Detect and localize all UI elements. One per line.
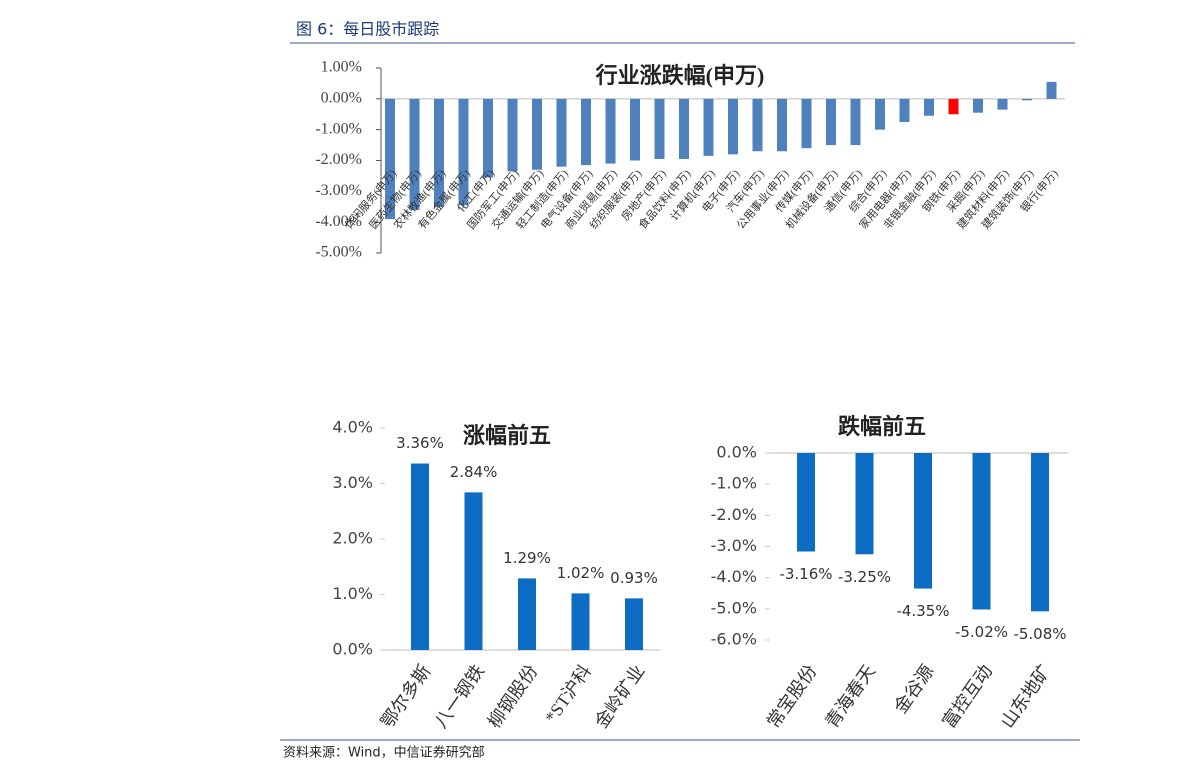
x-tick-label: 金谷源 — [890, 661, 937, 717]
bar — [777, 98, 787, 152]
chart-title: 涨幅前五 — [463, 423, 551, 449]
y-tick-label: -6.0% — [711, 630, 757, 649]
bar — [972, 453, 991, 610]
bar — [571, 593, 590, 650]
bar — [1046, 81, 1057, 99]
value-label: 3.36% — [396, 434, 444, 452]
x-tick-label: 鄂尔多斯 — [377, 661, 435, 731]
y-tick-label: -3.0% — [711, 536, 757, 555]
x-tick-label: 常宝股份 — [763, 661, 821, 731]
y-tick-label: 0.0% — [716, 443, 757, 462]
bar — [752, 98, 763, 152]
bar — [679, 98, 689, 159]
y-tick-label: 3.0% — [332, 473, 373, 492]
bar — [801, 98, 812, 149]
y-tick-label: -5.00% — [315, 244, 362, 261]
value-label: -3.25% — [838, 568, 891, 586]
x-tick-label: 金岭矿业 — [591, 661, 649, 731]
bar — [826, 98, 836, 146]
bar — [703, 98, 714, 156]
bar — [518, 578, 536, 650]
y-tick-label: 0.0% — [332, 640, 373, 659]
bar — [464, 492, 483, 650]
bar — [899, 98, 910, 122]
bar — [948, 98, 959, 115]
bar — [630, 98, 640, 161]
bar — [914, 453, 932, 589]
bar — [625, 598, 643, 650]
value-label: 0.93% — [610, 569, 658, 587]
y-tick-label: -5.0% — [711, 598, 757, 617]
source-note: 资料来源：Wind，中信证券研究部 — [283, 745, 485, 761]
bar — [556, 98, 567, 167]
x-tick-label: 青海春天 — [821, 661, 879, 731]
bar — [855, 453, 874, 555]
y-tick-label: 4.0% — [332, 418, 373, 437]
bar — [728, 98, 738, 155]
y-tick-label: -4.00% — [315, 213, 362, 230]
bar — [1031, 453, 1049, 612]
chart-title: 跌幅前五 — [838, 414, 926, 440]
x-tick-label: 山东地矿 — [997, 661, 1055, 731]
bar — [850, 98, 861, 146]
value-label: 1.29% — [503, 549, 551, 567]
bar — [797, 453, 815, 552]
y-tick-label: -2.00% — [315, 151, 362, 168]
value-label: 1.02% — [557, 564, 605, 582]
x-tick-label: 柳钢股份 — [484, 661, 542, 731]
bar — [458, 98, 469, 206]
figure-title: 图 6：每日股市跟踪 — [296, 20, 439, 39]
value-label: -4.35% — [896, 602, 949, 620]
y-tick-label: -2.0% — [711, 505, 757, 524]
bar — [507, 98, 518, 172]
bar — [532, 98, 542, 170]
x-tick-label: *ST沪科 — [541, 661, 595, 727]
bar — [434, 98, 444, 207]
bar — [1022, 98, 1032, 101]
bar — [924, 98, 934, 116]
y-tick-label: -1.0% — [711, 474, 757, 493]
bar — [409, 98, 420, 210]
y-tick-label: -3.00% — [315, 182, 362, 199]
y-tick-label: -4.0% — [711, 567, 757, 586]
y-tick-label: 1.00% — [321, 59, 362, 76]
value-label: 2.84% — [450, 463, 498, 481]
bar — [654, 98, 665, 159]
value-label: -3.16% — [779, 565, 832, 583]
value-label: -5.02% — [955, 623, 1008, 641]
bar — [875, 98, 885, 130]
x-tick-label: 富控互动 — [938, 661, 996, 731]
y-tick-label: 1.0% — [332, 584, 373, 603]
bar — [973, 98, 983, 113]
y-tick-label: 2.0% — [332, 529, 373, 548]
chart-title: 行业涨跌幅(申万) — [595, 63, 765, 88]
bar — [581, 98, 591, 166]
bar — [411, 463, 429, 650]
bar — [605, 98, 616, 164]
x-tick-label: 八一钢铁 — [430, 661, 488, 731]
bar — [385, 98, 395, 220]
bar — [997, 98, 1008, 110]
value-label: -5.08% — [1013, 625, 1066, 643]
y-tick-label: 0.00% — [321, 90, 362, 107]
y-tick-label: -1.00% — [315, 120, 362, 137]
bar — [483, 98, 493, 178]
